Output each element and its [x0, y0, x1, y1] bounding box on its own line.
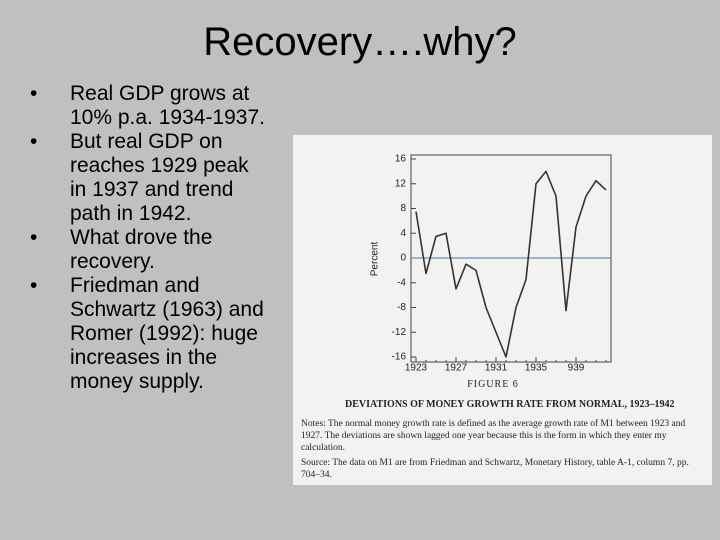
bullet: Real GDP grows at 10% p.a. 1934-1937.	[30, 82, 270, 130]
y-axis-label: Percent	[370, 242, 381, 277]
figure-notes: Notes: The normal money growth rate is d…	[301, 419, 686, 453]
y-tick-label: 12	[395, 178, 407, 189]
slide-title: Recovery….why?	[203, 20, 517, 64]
bullet-list: Real GDP grows at 10% p.a. 1934-1937. Bu…	[30, 82, 270, 394]
y-tick-label: -4	[397, 277, 406, 288]
y-tick-label: 4	[400, 228, 406, 239]
figure-source: Source: The data on M1 are from Friedman…	[301, 458, 689, 480]
x-tick-label: 1927	[445, 363, 468, 374]
y-tick-label: -12	[392, 327, 407, 338]
y-tick-label: -16	[392, 352, 407, 363]
bullet: Friedman and Schwartz (1963) and Romer (…	[30, 274, 270, 394]
y-tick-label: 0	[400, 253, 406, 264]
figure-caption: DEVIATIONS OF MONEY GROWTH RATE FROM NOR…	[345, 399, 675, 410]
figure: FIGURE 6 DEVIATIONS OF MONEY GROWTH RATE…	[293, 135, 712, 485]
figure-label: FIGURE 6	[467, 379, 519, 390]
x-tick-label: 1923	[405, 363, 428, 374]
data-line	[415, 170, 607, 358]
bullet: But real GDP on reaches 1929 peak in 193…	[30, 130, 270, 226]
y-tick-label: 16	[395, 154, 407, 165]
x-tick-label: 1931	[485, 363, 508, 374]
y-tick-label: -8	[397, 302, 406, 313]
x-tick-label: 939	[568, 363, 585, 374]
bullet: What drove the recovery.	[30, 226, 270, 274]
y-tick-label: 8	[400, 203, 406, 214]
x-tick-label: 1935	[525, 363, 548, 374]
